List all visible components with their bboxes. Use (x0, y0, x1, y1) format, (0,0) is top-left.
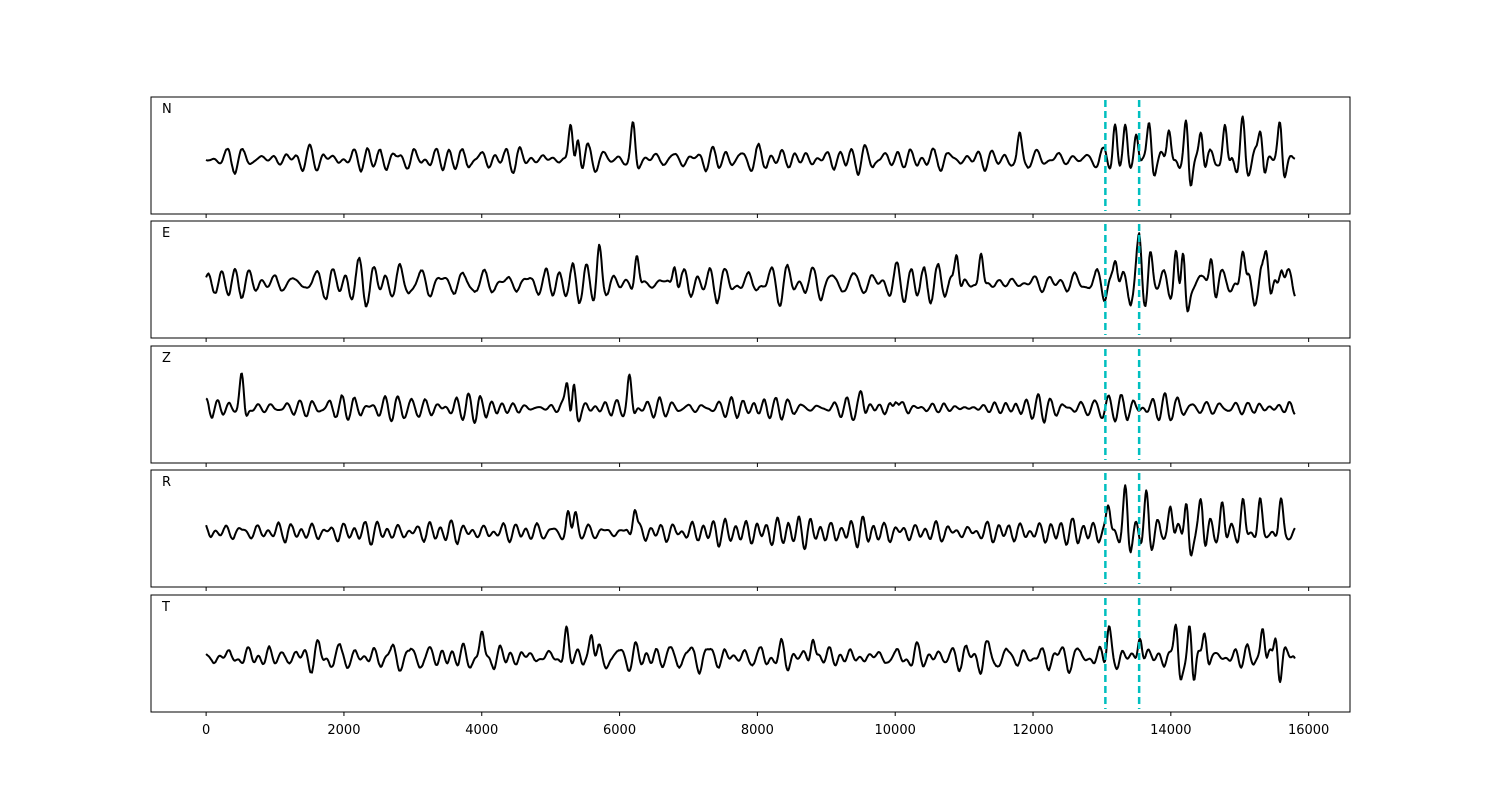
panel-e: E (150, 220, 1351, 342)
panel-frame (150, 96, 1351, 215)
trace-t (205, 623, 1296, 684)
panel-z: Z (150, 345, 1351, 467)
panel-label: Z (162, 351, 171, 366)
trace-r (205, 484, 1296, 557)
x-tick-label: 8000 (741, 723, 774, 738)
panel-label: R (162, 475, 171, 490)
x-tick-label: 4000 (465, 723, 498, 738)
panel-frame (150, 469, 1351, 588)
x-tick-label: 0 (202, 723, 210, 738)
x-tick-label: 16000 (1288, 723, 1329, 738)
panel-frame (150, 594, 1351, 713)
x-tick-label: 6000 (603, 723, 636, 738)
trace-e (205, 232, 1296, 313)
panel-label: T (161, 600, 170, 615)
panel-label: E (162, 226, 170, 241)
x-tick-label: 14000 (1150, 723, 1191, 738)
panel-n: N (150, 96, 1351, 218)
panel-frame (150, 220, 1351, 339)
trace-n (205, 115, 1296, 187)
trace-z (205, 372, 1296, 424)
panel-frame (150, 345, 1351, 464)
x-tick-label: 2000 (327, 723, 360, 738)
panel-t: T (150, 594, 1351, 716)
panel-r: R (150, 469, 1351, 591)
x-tick-label: 10000 (875, 723, 916, 738)
panel-label: N (162, 102, 172, 117)
x-tick-label: 12000 (1012, 723, 1053, 738)
